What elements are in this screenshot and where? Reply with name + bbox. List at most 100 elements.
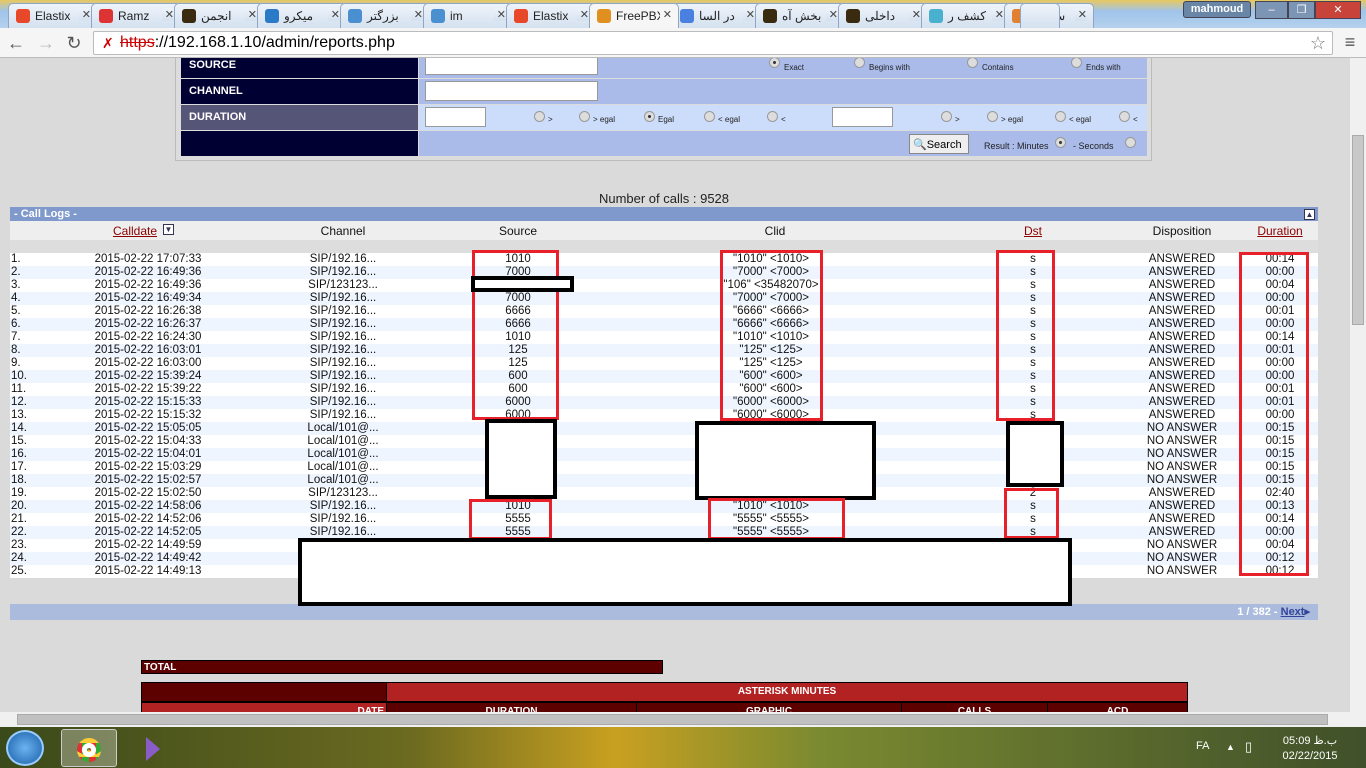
next-page-link[interactable]: Next <box>1280 606 1305 618</box>
browser-tab[interactable]: Elastix ✕ <box>8 3 98 28</box>
browser-tab[interactable]: FreePBX ✕ <box>589 3 679 28</box>
duration-op-radio[interactable] <box>579 111 590 122</box>
browser-tab[interactable]: میکرو ✕ <box>257 3 347 28</box>
power-icon[interactable]: ▯ <box>1245 739 1253 754</box>
table-row[interactable]: 2. 2015-02-22 16:49:36 SIP/192.16... 7000 "7… <box>10 266 1318 279</box>
table-row[interactable]: 8. 2015-02-22 16:03:01 SIP/192.16... 125 "12… <box>10 344 1318 357</box>
table-row[interactable]: 6. 2015-02-22 16:26:37 SIP/192.16... 6666 "6… <box>10 318 1318 331</box>
sort-calldate-link[interactable]: Calldate <box>112 224 158 238</box>
taskbar-visual-studio[interactable] <box>125 729 181 767</box>
table-row[interactable]: 25. 2015-02-22 14:49:13 NO ANSWER 00:12 <box>10 565 1318 578</box>
table-row[interactable]: 3. 2015-02-22 16:49:36 SIP/123123... "106" … <box>10 279 1318 292</box>
close-tab-icon[interactable]: ✕ <box>576 8 589 21</box>
browser-tab[interactable]: کشف ر ✕ <box>921 3 1011 28</box>
browser-tab[interactable]: انجمن ✕ <box>174 3 264 28</box>
browser-tab[interactable]: بزرگتر ✕ <box>340 3 430 28</box>
table-row[interactable]: 5. 2015-02-22 16:26:38 SIP/192.16... 6666 "6… <box>10 305 1318 318</box>
close-tab-icon[interactable]: ✕ <box>410 8 423 21</box>
close-tab-icon[interactable]: ✕ <box>908 8 921 21</box>
close-tab-icon[interactable]: ✕ <box>78 8 91 21</box>
channel-input[interactable] <box>425 81 598 101</box>
close-tab-icon[interactable]: ✕ <box>1074 8 1087 21</box>
language-indicator[interactable]: FA <box>1196 740 1210 752</box>
table-row[interactable]: 12. 2015-02-22 15:15:33 SIP/192.16... 6000 "… <box>10 396 1318 409</box>
browser-tab[interactable]: Elastix ✕ <box>506 3 596 28</box>
minutes-radio[interactable] <box>1055 137 1066 148</box>
duration-op-radio[interactable] <box>987 111 998 122</box>
table-row[interactable]: 21. 2015-02-22 14:52:06 SIP/192.16... 5555 "… <box>10 513 1318 526</box>
duration-op-radio[interactable] <box>1055 111 1066 122</box>
table-row[interactable]: 19. 2015-02-22 15:02:50 SIP/123123... 2 ANSW… <box>10 487 1318 500</box>
collapse-icon[interactable]: ▲ <box>1304 209 1315 220</box>
match-ends-radio[interactable] <box>1071 58 1082 68</box>
table-row[interactable]: 13. 2015-02-22 15:15:32 SIP/192.16... 6000 "… <box>10 409 1318 422</box>
duration-max-input[interactable] <box>832 107 893 127</box>
taskbar-chrome[interactable] <box>61 729 117 767</box>
close-tab-icon[interactable]: ✕ <box>991 8 1004 21</box>
close-tab-icon[interactable]: ✕ <box>161 8 174 21</box>
browser-tab[interactable]: در السا ✕ <box>672 3 762 28</box>
start-button[interactable] <box>6 730 44 766</box>
table-row[interactable]: 23. 2015-02-22 14:49:59 NO ANSWER 00:04 <box>10 539 1318 552</box>
match-exact-radio[interactable] <box>769 58 780 68</box>
bookmark-star-icon[interactable]: ☆ <box>1309 33 1326 53</box>
sort-dst-link[interactable]: Dst <box>1024 224 1042 238</box>
clock[interactable]: 05:09 ب.ظ 02/22/2015 <box>1270 734 1350 764</box>
new-tab-button[interactable] <box>1020 3 1060 28</box>
profile-button[interactable]: mahmoud <box>1183 1 1251 18</box>
sort-duration-link[interactable]: Duration <box>1257 224 1303 238</box>
browser-tab[interactable]: بخش آه ✕ <box>755 3 845 28</box>
table-row[interactable]: 22. 2015-02-22 14:52:05 SIP/192.16... 5555 "… <box>10 526 1318 539</box>
cell-duration: 00:15 <box>1265 448 1295 460</box>
table-row[interactable]: 14. 2015-02-22 15:05:05 Local/101@... NO AN… <box>10 422 1318 435</box>
close-window-button[interactable]: ✕ <box>1315 1 1361 19</box>
cell-channel: SIP/192.16... <box>309 266 377 278</box>
close-tab-icon[interactable]: ✕ <box>825 8 838 21</box>
address-bar[interactable]: ✗ https://192.168.1.10/admin/reports.php… <box>93 31 1333 55</box>
duration-op-radio[interactable] <box>534 111 545 122</box>
table-row[interactable]: 1. 2015-02-22 17:07:33 SIP/192.16... 1010 "1… <box>10 253 1318 266</box>
table-row[interactable]: 20. 2015-02-22 14:58:06 SIP/192.16... 1010 "… <box>10 500 1318 513</box>
table-row[interactable]: 17. 2015-02-22 15:03:29 Local/101@... NO AN… <box>10 461 1318 474</box>
duration-op-radio[interactable] <box>767 111 778 122</box>
match-begins-radio[interactable] <box>854 58 865 68</box>
table-row[interactable]: 16. 2015-02-22 15:04:01 Local/101@... NO AN… <box>10 448 1318 461</box>
horizontal-scroll-thumb[interactable] <box>17 714 1328 725</box>
close-tab-icon[interactable]: ✕ <box>742 8 755 21</box>
seconds-radio[interactable] <box>1125 137 1136 148</box>
menu-icon[interactable]: ≡ <box>1344 32 1356 52</box>
table-row[interactable]: 18. 2015-02-22 15:02:57 Local/101@... NO AN… <box>10 474 1318 487</box>
table-row[interactable]: 11. 2015-02-22 15:39:22 SIP/192.16... 600 "6… <box>10 383 1318 396</box>
forward-icon[interactable]: → <box>37 33 55 53</box>
seconds-label: - Seconds <box>1073 141 1114 151</box>
close-tab-icon[interactable]: ✕ <box>659 8 672 21</box>
vertical-scroll-thumb[interactable] <box>1352 135 1364 325</box>
duration-op-radio[interactable] <box>941 111 952 122</box>
close-tab-icon[interactable]: ✕ <box>244 8 257 21</box>
browser-tab[interactable]: Ramz ✕ <box>91 3 181 28</box>
table-row[interactable]: 7. 2015-02-22 16:24:30 SIP/192.16... 1010 "1… <box>10 331 1318 344</box>
browser-tab[interactable]: داخلی ✕ <box>838 3 928 28</box>
table-row[interactable]: 24. 2015-02-22 14:49:42 NO ANSWER 00:12 <box>10 552 1318 565</box>
sort-desc-icon[interactable]: ▼ <box>163 224 174 235</box>
table-row[interactable]: 10. 2015-02-22 15:39:24 SIP/192.16... 600 "6… <box>10 370 1318 383</box>
close-tab-icon[interactable]: ✕ <box>327 8 340 21</box>
duration-op-radio[interactable] <box>1119 111 1130 122</box>
table-row[interactable]: 15. 2015-02-22 15:04:33 Local/101@... NO AN… <box>10 435 1318 448</box>
duration-op-radio[interactable] <box>704 111 715 122</box>
maximize-button[interactable]: ❐ <box>1288 1 1315 19</box>
match-contains-radio[interactable] <box>967 58 978 68</box>
close-tab-icon[interactable]: ✕ <box>493 8 506 21</box>
tray-arrow-icon[interactable]: ▲ <box>1226 742 1235 752</box>
back-icon[interactable]: ← <box>7 33 25 53</box>
table-row[interactable]: 9. 2015-02-22 16:03:00 SIP/192.16... 125 "12… <box>10 357 1318 370</box>
table-row[interactable]: 4. 2015-02-22 16:49:34 SIP/192.16... 7000 "7… <box>10 292 1318 305</box>
duration-min-input[interactable] <box>425 107 486 127</box>
search-button[interactable]: 🔍Search <box>909 134 969 154</box>
minimize-button[interactable]: – <box>1255 1 1288 19</box>
browser-tab[interactable]: im ✕ <box>423 3 513 28</box>
next-arrow-icon[interactable]: ▸ <box>1304 606 1310 618</box>
reload-icon[interactable]: ↻ <box>66 33 82 53</box>
source-input[interactable] <box>425 58 598 75</box>
duration-op-radio[interactable] <box>644 111 655 122</box>
